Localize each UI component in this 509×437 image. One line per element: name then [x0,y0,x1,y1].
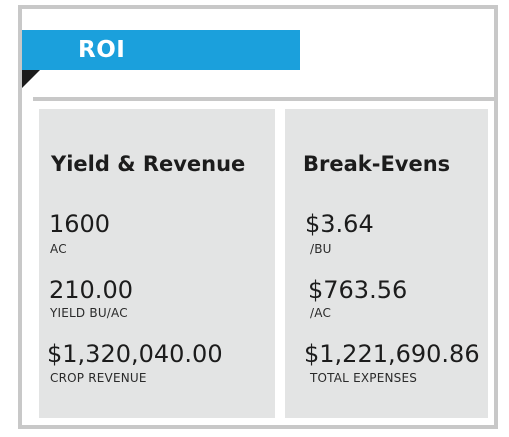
breakeven-per-bu-value: $3.64 [305,210,374,238]
crop-revenue-value: $1,320,040.00 [47,340,223,368]
breakeven-per-ac-value: $763.56 [308,276,408,304]
yield-label: YIELD BU/AC [50,306,128,320]
ribbon-fold-decoration [22,70,40,88]
header-divider [33,97,494,101]
total-expenses-value: $1,221,690.86 [304,340,480,368]
yield-value: 210.00 [49,276,133,304]
acres-value: 1600 [49,210,111,238]
roi-header-ribbon: ROI [22,30,300,70]
yield-revenue-panel: Yield & Revenue 1600 AC 210.00 YIELD BU/… [39,109,275,418]
yield-revenue-title: Yield & Revenue [51,152,246,176]
breakeven-per-ac-label: /AC [310,306,332,320]
total-expenses-label: TOTAL EXPENSES [310,371,418,385]
acres-label: AC [50,242,67,256]
crop-revenue-label: CROP REVENUE [50,371,147,385]
break-evens-panel: Break-Evens $3.64 /BU $763.56 /AC $1,221… [285,109,488,418]
breakeven-per-bu-label: /BU [310,242,332,256]
roi-title: ROI [78,37,126,63]
break-evens-title: Break-Evens [303,152,451,176]
